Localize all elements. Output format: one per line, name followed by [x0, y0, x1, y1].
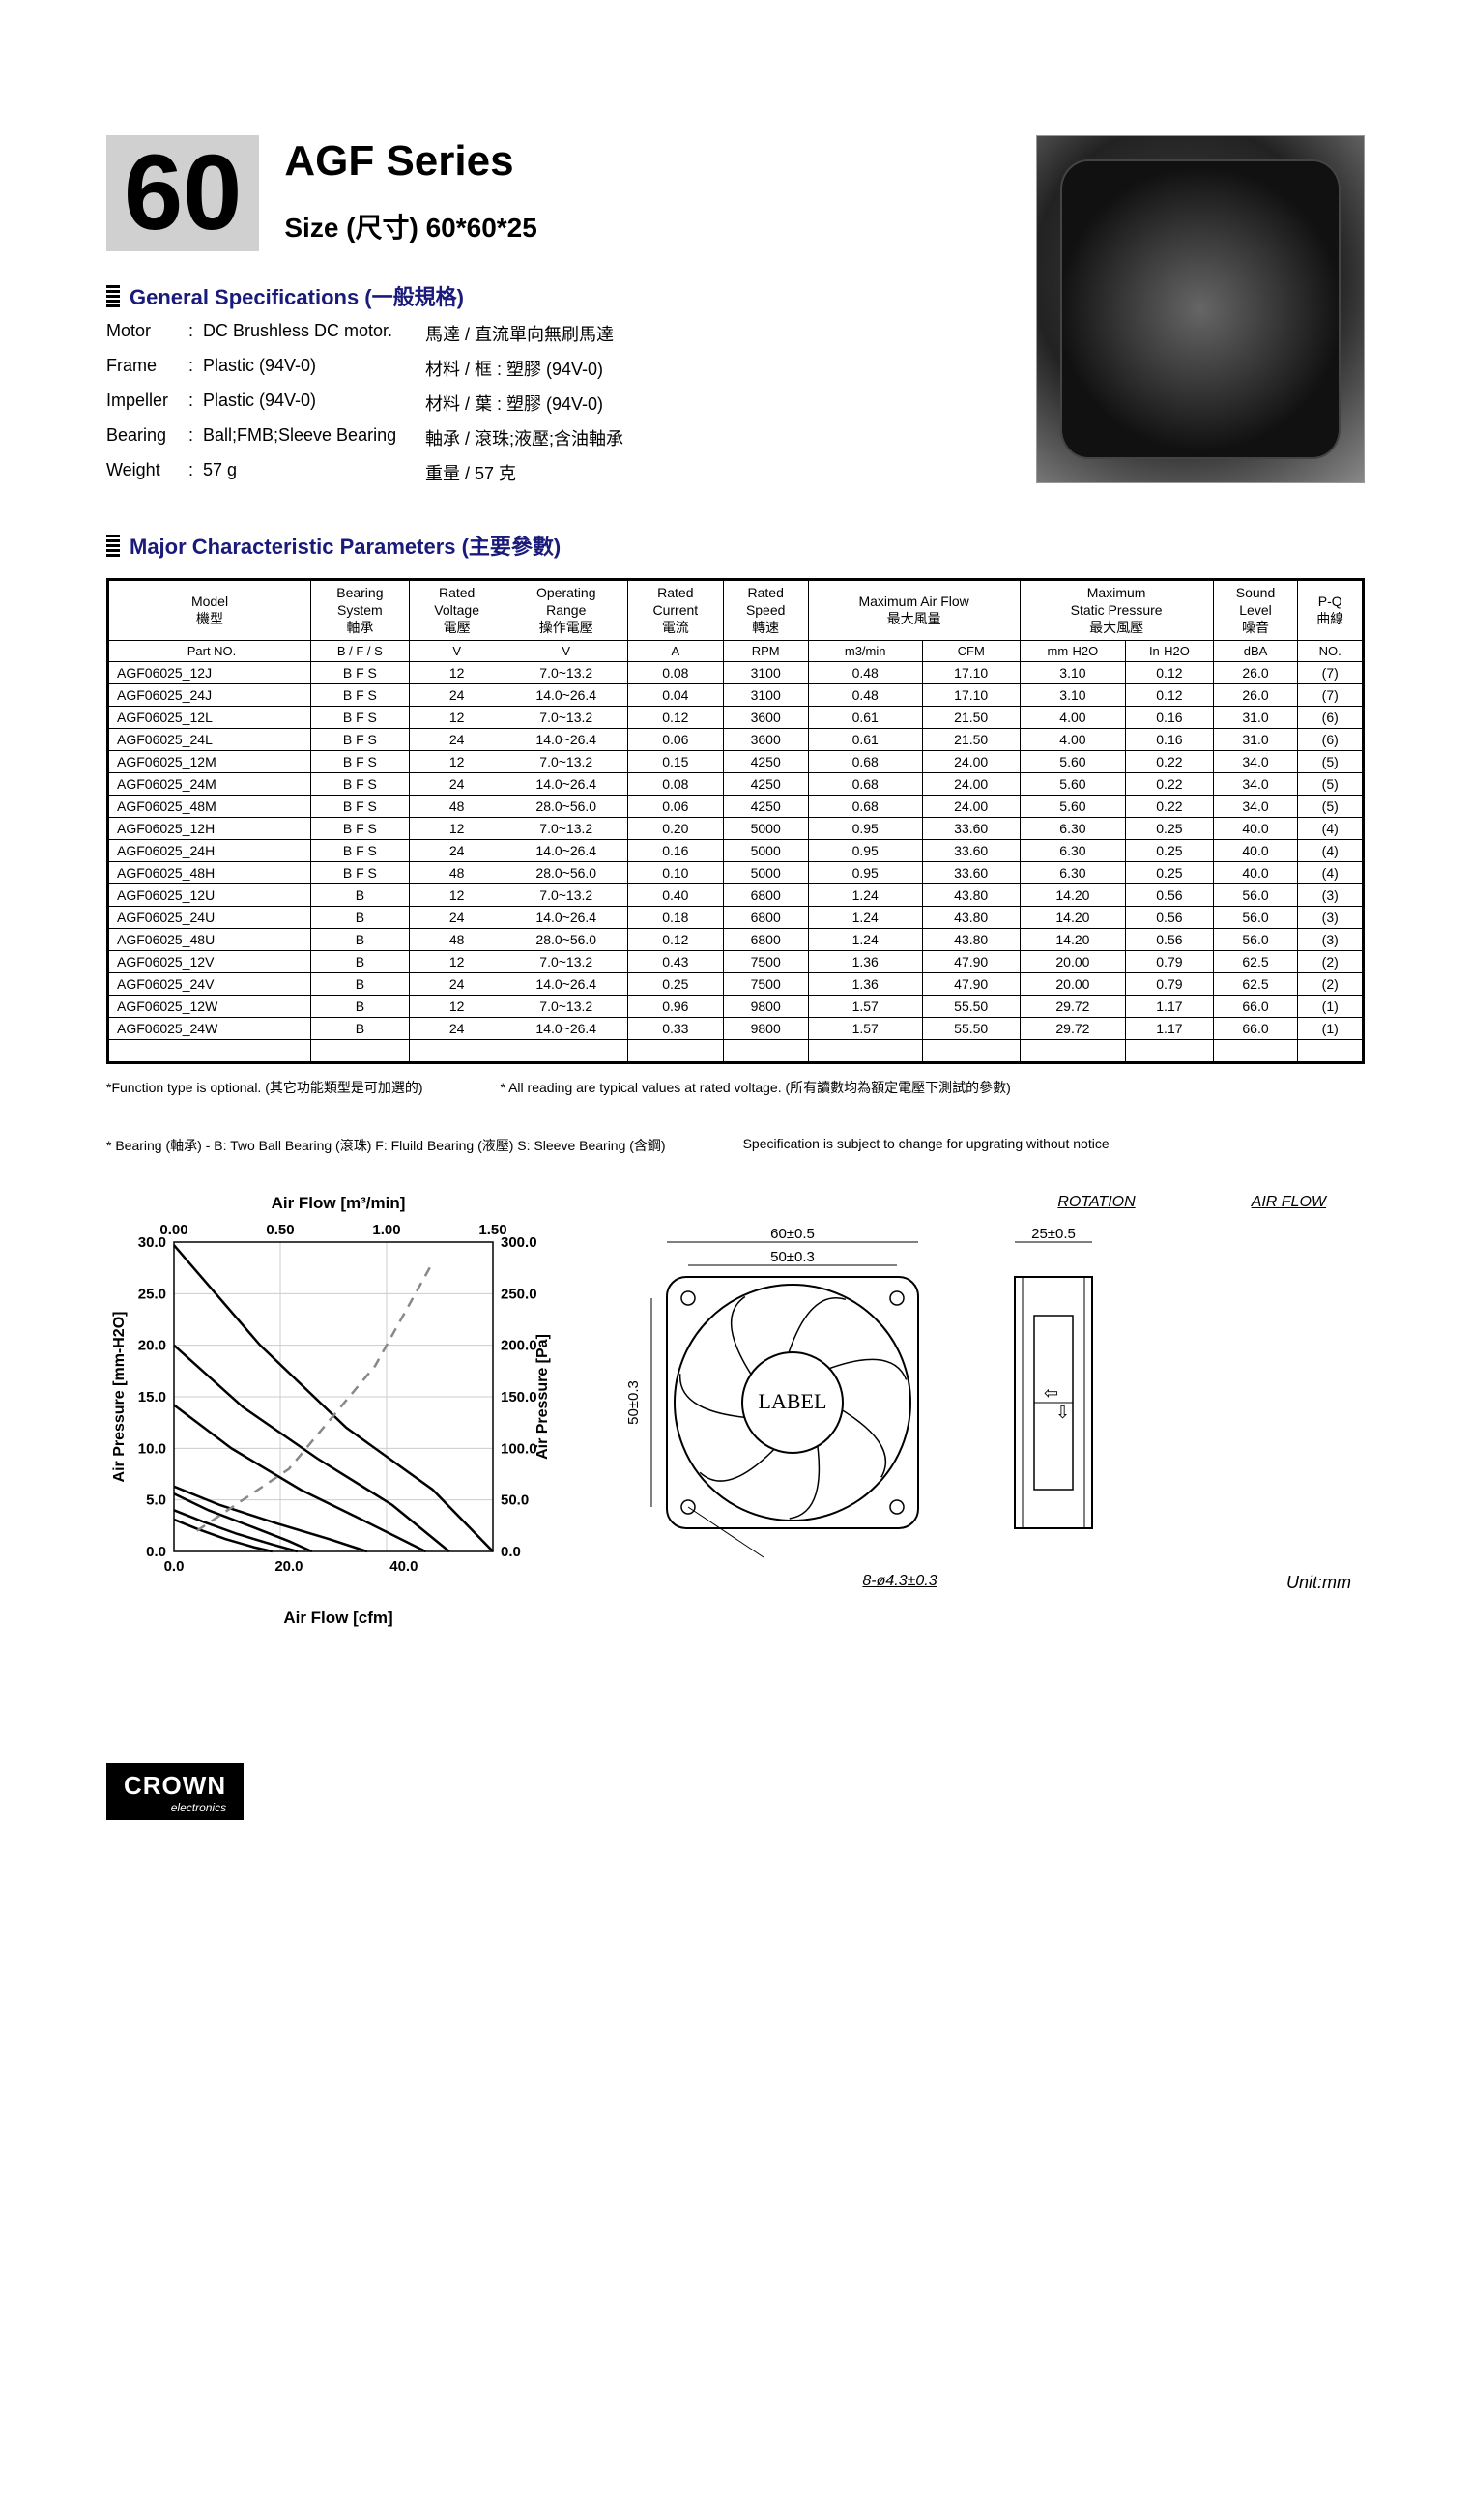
spec-row: Bearing:Ball;FMB;Sleeve Bearing軸承 / 滾珠;液…: [106, 425, 997, 450]
general-spec-heading: General Specifications (一般規格): [106, 280, 997, 311]
svg-text:200.0: 200.0: [501, 1337, 537, 1353]
table-row: AGF06025_12MB F S127.0~13.20.1542500.682…: [108, 750, 1364, 772]
svg-text:15.0: 15.0: [138, 1389, 166, 1405]
table-row: AGF06025_12WB127.0~13.20.9698001.5755.50…: [108, 995, 1364, 1017]
product-photo: [1036, 135, 1365, 483]
footnote: *Function type is optional. (其它功能類型是可加選的…: [106, 1078, 423, 1097]
svg-text:5.0: 5.0: [146, 1492, 166, 1508]
spec-row: Motor:DC Brushless DC motor.馬達 / 直流單向無刷馬…: [106, 321, 997, 346]
svg-text:50±0.3: 50±0.3: [625, 1380, 642, 1425]
table-row: AGF06025_24MB F S2414.0~26.40.0842500.68…: [108, 772, 1364, 795]
model-number-box: 60: [106, 135, 259, 251]
svg-text:⇦: ⇦: [1044, 1383, 1058, 1403]
brand-logo: CROWN electronics: [106, 1763, 244, 1820]
param-heading: Major Characteristic Parameters (主要參數): [106, 530, 1365, 561]
footnote: Specification is subject to change for u…: [743, 1136, 1110, 1155]
pq-chart: Air Flow [m³/min] 30.0300.025.0250.020.0…: [106, 1194, 570, 1628]
series-title: AGF Series: [284, 137, 536, 186]
spec-row: Weight:57 g重量 / 57 克: [106, 460, 997, 485]
header-row: 60 AGF Series Size (尺寸) 60*60*25 General…: [106, 135, 1365, 495]
size-line: Size (尺寸) 60*60*25: [284, 207, 536, 246]
chart-title-top: Air Flow [m³/min]: [106, 1194, 570, 1213]
unit-label: Unit:mm: [1191, 1573, 1365, 1593]
footnotes: *Function type is optional. (其它功能類型是可加選的…: [106, 1078, 1365, 1155]
pq-chart-svg: 30.0300.025.0250.020.0200.015.0150.010.0…: [106, 1213, 570, 1600]
general-specs: Motor:DC Brushless DC motor.馬達 / 直流單向無刷馬…: [106, 311, 997, 495]
table-row: AGF06025_24UB2414.0~26.40.1868001.2443.8…: [108, 906, 1364, 928]
table-row: AGF06025_48UB4828.0~56.00.1268001.2443.8…: [108, 928, 1364, 950]
side-drawing: 25±0.5 ⇦⇩: [966, 1219, 1140, 1567]
table-row: AGF06025_24WB2414.0~26.40.3398001.5755.5…: [108, 1017, 1364, 1039]
svg-text:250.0: 250.0: [501, 1286, 537, 1302]
diagrams-row: Air Flow [m³/min] 30.0300.025.0250.020.0…: [106, 1194, 1365, 1628]
table-row: AGF06025_12VB127.0~13.20.4375001.3647.90…: [108, 950, 1364, 972]
svg-text:20.0: 20.0: [274, 1558, 303, 1575]
spec-row: Frame:Plastic (94V-0)材料 / 框 : 塑膠 (94V-0): [106, 356, 997, 381]
table-row: AGF06025_24JB F S2414.0~26.40.0431000.48…: [108, 683, 1364, 706]
bars-icon: [106, 283, 120, 309]
bars-icon: [106, 533, 120, 559]
airflow-label: AIR FLOW: [1252, 1194, 1326, 1211]
table-row: AGF06025_12JB F S127.0~13.20.0831000.481…: [108, 661, 1364, 683]
svg-text:1.50: 1.50: [478, 1222, 506, 1238]
table-row: AGF06025_24LB F S2414.0~26.40.0636000.61…: [108, 728, 1364, 750]
table-row: AGF06025_24HB F S2414.0~26.40.1650000.95…: [108, 839, 1364, 861]
table-row: AGF06025_24VB2414.0~26.40.2575001.3647.9…: [108, 972, 1364, 995]
svg-text:0.0: 0.0: [501, 1544, 521, 1560]
svg-text:0.0: 0.0: [164, 1558, 185, 1575]
svg-text:1.00: 1.00: [372, 1222, 400, 1238]
footnote: * All reading are typical values at rate…: [501, 1078, 1011, 1097]
table-row: AGF06025_12UB127.0~13.20.4068001.2443.80…: [108, 883, 1364, 906]
chart-title-bot: Air Flow [cfm]: [106, 1608, 570, 1628]
table-row: AGF06025_48HB F S4828.0~56.00.1050000.95…: [108, 861, 1364, 883]
table-row: AGF06025_48MB F S4828.0~56.00.0642500.68…: [108, 795, 1364, 817]
table-row: AGF06025_12HB F S127.0~13.20.2050000.953…: [108, 817, 1364, 839]
svg-text:0.00: 0.00: [159, 1222, 187, 1238]
mechanical-drawing: ROTATION AIR FLOW 60±0.5 50±0.3 50±0.3 LABE…: [609, 1194, 1365, 1593]
table-row: AGF06025_12LB F S127.0~13.20.1236000.612…: [108, 706, 1364, 728]
svg-text:100.0: 100.0: [501, 1440, 537, 1457]
svg-text:0.50: 0.50: [266, 1222, 294, 1238]
svg-text:50±0.3: 50±0.3: [770, 1249, 815, 1265]
svg-text:25±0.5: 25±0.5: [1031, 1226, 1076, 1242]
svg-text:20.0: 20.0: [138, 1337, 166, 1353]
param-table: Model機型BearingSystem軸承RatedVoltage電壓Oper…: [106, 578, 1365, 1064]
hole-spec: 8-ø4.3±0.3: [609, 1573, 1191, 1593]
svg-text:Air Pressure [Pa]: Air Pressure [Pa]: [534, 1334, 551, 1460]
svg-text:40.0: 40.0: [389, 1558, 418, 1575]
svg-text:150.0: 150.0: [501, 1389, 537, 1405]
svg-text:⇩: ⇩: [1055, 1403, 1070, 1422]
svg-text:60±0.5: 60±0.5: [770, 1226, 815, 1242]
front-drawing: 60±0.5 50±0.3 50±0.3 LABEL: [609, 1219, 937, 1567]
svg-text:50.0: 50.0: [501, 1492, 529, 1508]
svg-text:10.0: 10.0: [138, 1440, 166, 1457]
svg-text:Air Pressure [mm-H2O]: Air Pressure [mm-H2O]: [111, 1311, 128, 1482]
svg-text:25.0: 25.0: [138, 1286, 166, 1302]
svg-text:LABEL: LABEL: [759, 1389, 827, 1413]
spec-row: Impeller:Plastic (94V-0)材料 / 葉 : 塑膠 (94V…: [106, 391, 997, 416]
footnote: * Bearing (軸承) - B: Two Ball Bearing (滾珠…: [106, 1136, 666, 1155]
rotation-label: ROTATION: [1057, 1194, 1135, 1211]
